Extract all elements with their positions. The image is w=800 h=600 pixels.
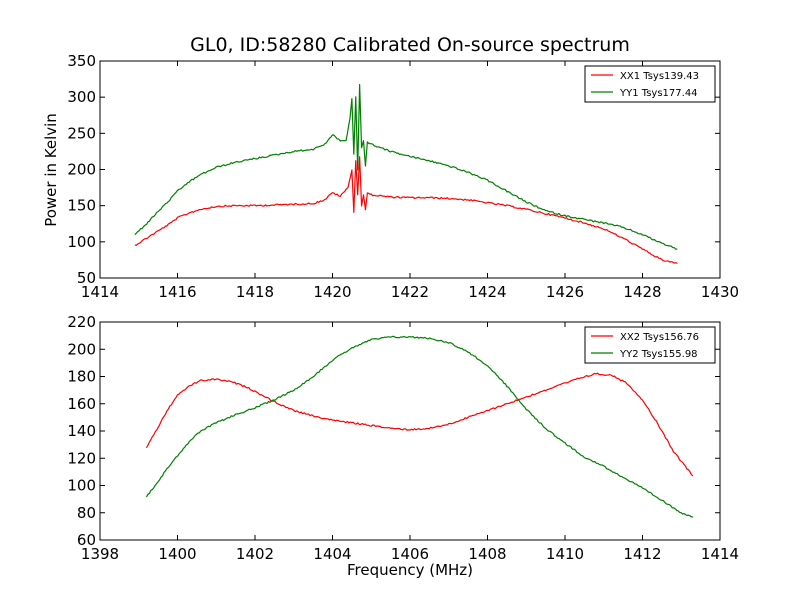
- series-line-2-2: [145, 335, 693, 518]
- legend-label: XX2 Tsys156.76: [620, 332, 699, 343]
- y-tick-label: 200: [67, 340, 96, 358]
- y-tick-label: 350: [67, 52, 96, 70]
- x-tick-label: 1410: [546, 545, 584, 563]
- y-tick-label: 300: [67, 88, 96, 106]
- legend: XX1 Tsys139.43 YY1 Tsys177.44: [584, 65, 716, 103]
- legend-label: XX1 Tsys139.43: [620, 71, 699, 82]
- legend-box: [584, 326, 716, 364]
- y-tick-label: 150: [67, 197, 96, 215]
- x-tick-label: 1418: [236, 283, 274, 301]
- y-tick-label: 80: [77, 504, 96, 522]
- x-tick-label: 1424: [468, 283, 506, 301]
- y-tick-label: 140: [67, 422, 96, 440]
- x-tick-label: 1408: [468, 545, 506, 563]
- plot-1: 1414 1416 1418 1420 1422 1424 1426 1428 1430 50 10…: [67, 52, 739, 301]
- x-tick-label: 1406: [391, 545, 429, 563]
- y-tick-label: 100: [67, 233, 96, 251]
- x-tick-label: 1420: [313, 283, 351, 301]
- x-tick-label: 1426: [546, 283, 584, 301]
- x-tick-label: 1414: [81, 283, 119, 301]
- y-tick-label: 160: [67, 395, 96, 413]
- x-tick-label: 1428: [623, 283, 661, 301]
- y-tick-label: 100: [67, 477, 96, 495]
- x-tick-label: 1402: [236, 545, 274, 563]
- legend: XX2 Tsys156.76 YY2 Tsys155.98: [584, 326, 716, 364]
- series-line-1-1: [134, 156, 678, 265]
- x-tick-label: 1404: [313, 545, 351, 563]
- x-tick-label: 1412: [623, 545, 661, 563]
- plot-2: 1398 1400 1402 1404 1406 1408 1410 1412 1414 60 80…: [67, 313, 739, 563]
- chart-title: GL0, ID:58280 Calibrated On-source spect…: [190, 34, 630, 56]
- y-tick-label: 180: [67, 368, 96, 386]
- y-tick-label: 220: [67, 313, 96, 331]
- y-tick-label: 50: [77, 269, 96, 287]
- legend-box: [584, 65, 716, 103]
- legend-label: YY1 Tsys177.44: [619, 88, 698, 99]
- y-tick-label: 200: [67, 161, 96, 179]
- x-tick-label: 1414: [701, 545, 739, 563]
- x-tick-label: 1398: [81, 545, 119, 563]
- series-line-2-1: [145, 372, 694, 477]
- legend-label: YY2 Tsys155.98: [619, 349, 698, 360]
- x-tick-label: 1416: [158, 283, 196, 301]
- x-tick-label: 1422: [391, 283, 429, 301]
- series-line-1-2: [134, 84, 678, 250]
- y-tick-label: 120: [67, 449, 96, 467]
- x-tick-label: 1400: [158, 545, 196, 563]
- x-tick-label: 1430: [701, 283, 739, 301]
- x-axis-label: Frequency (MHz): [346, 561, 474, 579]
- y-tick-label: 250: [67, 124, 96, 142]
- y-tick-label: 60: [77, 531, 96, 549]
